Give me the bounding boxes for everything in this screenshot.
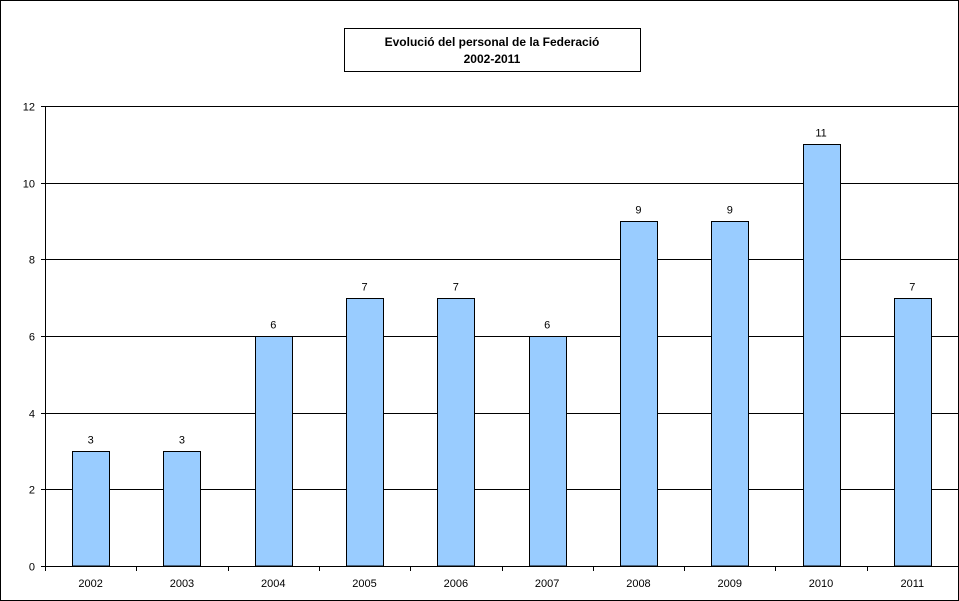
bar-2004 [255, 336, 293, 567]
bar-2010 [803, 144, 841, 567]
title-border [344, 28, 641, 72]
data-labels: 3 3 6 7 7 6 9 9 11 7 [88, 128, 916, 447]
chart-title-box: Evolució del personal de la Federació 20… [344, 28, 641, 72]
bar-2007 [529, 336, 567, 567]
data-label-2005: 7 [361, 282, 367, 294]
x-tick-label-2002: 2002 [78, 578, 102, 590]
bar-2006 [437, 298, 475, 567]
y-tick-label: 12 [23, 102, 35, 114]
x-tick-label-2003: 2003 [170, 578, 194, 590]
bar-2002 [72, 451, 110, 567]
data-label-2008: 9 [635, 205, 641, 217]
x-tick-label-2004: 2004 [261, 578, 285, 590]
bar-2005 [346, 298, 384, 567]
y-tick-label: 6 [29, 332, 35, 344]
chart-subtitle: 2002-2011 [464, 52, 521, 66]
data-label-2003: 3 [179, 435, 185, 447]
x-tick-labels: 2002 2003 2004 2005 2006 2007 2008 2009 2010 2011 [78, 578, 924, 590]
bar-2009 [711, 221, 749, 567]
x-tick-label-2010: 2010 [809, 578, 833, 590]
data-label-2004: 6 [270, 320, 276, 332]
y-tick-label: 10 [23, 179, 35, 191]
bars [72, 144, 932, 567]
bar-2003 [163, 451, 201, 567]
y-tick-label: 0 [29, 562, 35, 574]
y-tick-labels: 0 2 4 6 8 10 12 [23, 102, 35, 574]
data-label-2009: 9 [727, 205, 733, 217]
x-tick-label-2007: 2007 [535, 578, 559, 590]
data-label-2010: 11 [815, 128, 826, 140]
bar-2011 [894, 298, 932, 567]
x-tick-label-2005: 2005 [352, 578, 376, 590]
data-label-2011: 7 [909, 282, 915, 294]
x-tick-label-2006: 2006 [444, 578, 468, 590]
y-tick-label: 4 [29, 409, 35, 421]
data-label-2002: 3 [88, 435, 94, 447]
bar-2008 [620, 221, 658, 567]
x-tick-label-2009: 2009 [718, 578, 742, 590]
y-tick-label: 8 [29, 255, 35, 267]
data-label-2007: 6 [544, 320, 550, 332]
y-tick-label: 2 [29, 485, 35, 497]
x-tick-label-2011: 2011 [901, 578, 925, 590]
x-tick-label-2008: 2008 [626, 578, 650, 590]
chart-title: Evolució del personal de la Federació [385, 35, 600, 49]
data-label-2006: 7 [453, 282, 459, 294]
